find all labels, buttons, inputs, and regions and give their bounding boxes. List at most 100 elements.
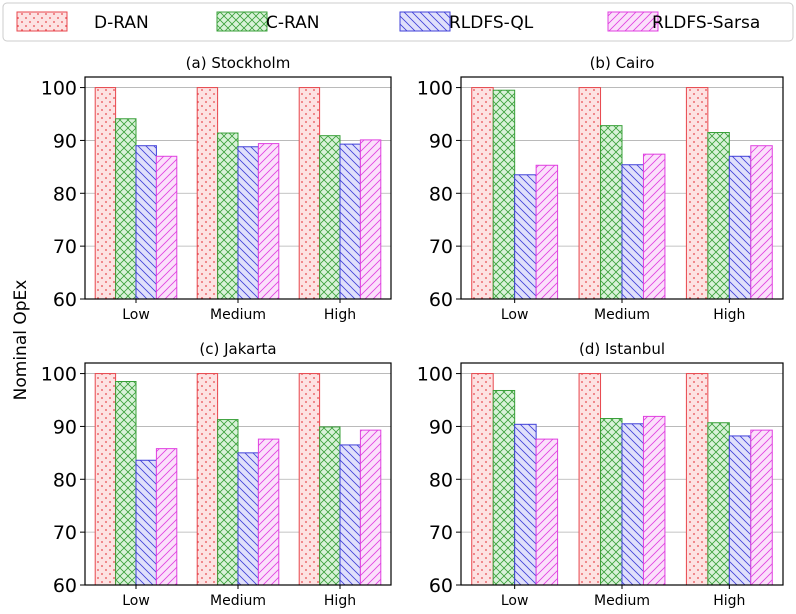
bar-rldfs-ql-high — [728, 435, 752, 586]
y-tick-label: 70 — [429, 236, 453, 258]
bar-d-ran-low — [471, 373, 494, 586]
y-tick-label: 90 — [53, 416, 77, 438]
bar-rldfs-sarsa-low — [155, 448, 178, 586]
legend: D-RAN C-RAN RLDFS-QL RLDFS-Sarsa — [2, 2, 794, 42]
bar-d-ran-high — [298, 373, 321, 586]
bar-rldfs-sarsa-medium — [257, 143, 280, 300]
bar-rldfs-ql-high — [339, 444, 361, 586]
y-tick-label: 60 — [53, 289, 77, 311]
bar-rldfs-ql-low — [135, 459, 157, 586]
legend-swatch-rldfs-ql — [399, 11, 451, 32]
bar-rldfs-ql-medium — [621, 423, 644, 586]
bar-d-ran-high — [685, 373, 709, 586]
y-tick-label: 80 — [429, 183, 453, 205]
y-tick-label: 100 — [417, 78, 453, 100]
bar-rldfs-sarsa-high — [750, 145, 773, 300]
bar-c-ran-low — [115, 118, 137, 300]
bar-rldfs-ql-high — [728, 155, 752, 300]
bar-rldfs-sarsa-low — [155, 155, 178, 300]
bar-rldfs-sarsa-high — [359, 429, 382, 586]
bar-c-ran-high — [319, 426, 341, 586]
panel-3: (c) Jakarta 60 70 80 90 100 Low Medium High — [41, 340, 392, 609]
x-tick-label: Medium — [594, 593, 650, 609]
bar-c-ran-medium — [217, 419, 239, 586]
panel-title: (b) Cairo — [590, 54, 655, 72]
bar-rldfs-ql-low — [514, 423, 537, 586]
bar-c-ran-medium — [600, 125, 623, 300]
bar-d-ran-medium — [578, 87, 602, 300]
panel-1: (a) Stockholm 60 70 80 90 100 Low Medium High — [41, 54, 392, 323]
plot-frame — [460, 362, 784, 586]
bar-rldfs-ql-medium — [237, 452, 259, 586]
y-tick-label: 70 — [53, 522, 77, 544]
y-tick-label: 70 — [53, 236, 77, 258]
y-tick-label: 100 — [41, 364, 77, 386]
x-tick-label: Medium — [210, 593, 266, 609]
plot-frame — [460, 76, 784, 300]
x-tick-label: High — [713, 593, 745, 609]
y-tick-label: 90 — [429, 130, 453, 152]
bar-rldfs-ql-medium — [237, 146, 259, 300]
legend-label-rldfs-ql: RLDFS-QL — [449, 13, 534, 33]
y-tick-label: 90 — [53, 130, 77, 152]
x-tick-label: Medium — [210, 307, 266, 323]
bar-rldfs-sarsa-high — [359, 139, 382, 300]
panel-2: (b) Cairo 60 70 80 90 100 Low Medium High — [417, 54, 784, 323]
bar-d-ran-medium — [578, 373, 602, 586]
bar-c-ran-high — [707, 132, 730, 300]
legend-swatch-rldfs-sarsa — [607, 11, 659, 32]
panel-title: (c) Jakarta — [199, 340, 276, 358]
bar-d-ran-medium — [196, 87, 219, 300]
y-tick-label: 90 — [429, 416, 453, 438]
bar-d-ran-medium — [196, 373, 219, 586]
y-tick-label: 80 — [429, 469, 453, 491]
y-tick-label: 60 — [53, 575, 77, 597]
y-tick-label: 100 — [417, 364, 453, 386]
y-tick-label: 100 — [41, 78, 77, 100]
bar-rldfs-ql-high — [339, 143, 361, 300]
x-tick-label: Low — [122, 593, 150, 609]
legend-swatch-c-ran — [216, 11, 268, 32]
x-tick-label: Low — [122, 307, 150, 323]
panel-title: (a) Stockholm — [186, 54, 291, 72]
bar-d-ran-low — [94, 373, 117, 586]
bar-c-ran-medium — [600, 418, 623, 586]
legend-label-c-ran: C-RAN — [266, 13, 319, 33]
y-axis-label: Nominal OpEx — [11, 280, 31, 401]
y-tick-label: 60 — [429, 575, 453, 597]
legend-swatch-d-ran — [16, 11, 68, 32]
bar-c-ran-low — [492, 389, 516, 586]
bar-c-ran-high — [707, 422, 730, 586]
bar-c-ran-low — [115, 381, 137, 586]
bar-c-ran-high — [319, 135, 341, 300]
bar-rldfs-sarsa-medium — [642, 153, 666, 300]
bar-rldfs-sarsa-low — [535, 164, 559, 300]
y-tick-label: 80 — [53, 183, 77, 205]
bar-d-ran-low — [471, 87, 494, 300]
bar-rldfs-sarsa-low — [535, 438, 559, 586]
panel-4: (d) Istanbul 60 70 80 90 100 Low Medium High — [417, 340, 784, 609]
bar-rldfs-sarsa-medium — [642, 415, 666, 586]
plot-frame — [84, 362, 392, 586]
panel-title: (d) Istanbul — [579, 340, 665, 358]
bar-c-ran-low — [492, 89, 516, 300]
bar-d-ran-high — [685, 87, 709, 300]
y-tick-label: 80 — [53, 469, 77, 491]
legend-label-d-ran: D-RAN — [94, 13, 149, 33]
plot-frame — [84, 76, 392, 300]
bar-rldfs-sarsa-medium — [257, 438, 280, 586]
x-tick-label: Low — [501, 307, 529, 323]
y-tick-label: 60 — [429, 289, 453, 311]
x-tick-label: High — [713, 307, 745, 323]
y-tick-label: 70 — [429, 522, 453, 544]
x-tick-label: Low — [501, 593, 529, 609]
x-tick-label: High — [324, 593, 356, 609]
bar-d-ran-low — [94, 87, 117, 300]
bar-d-ran-high — [298, 87, 321, 300]
legend-frame — [2, 2, 794, 42]
x-tick-label: Medium — [594, 307, 650, 323]
legend-label-rldfs-sarsa: RLDFS-Sarsa — [652, 13, 760, 33]
bar-rldfs-ql-medium — [621, 164, 644, 300]
bar-c-ran-medium — [217, 132, 239, 300]
